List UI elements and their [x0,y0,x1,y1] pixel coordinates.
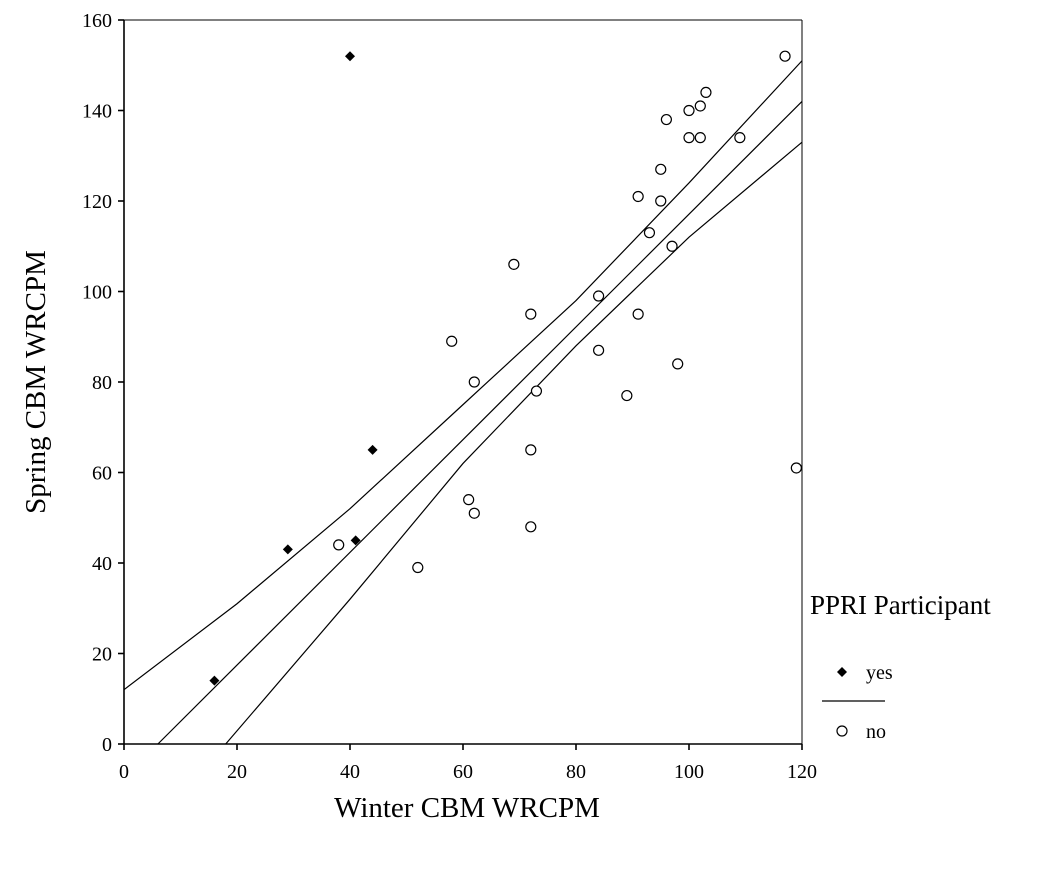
x-tick-label: 120 [787,761,817,783]
point-no [446,335,458,347]
y-axis-ticks: 0 20 40 60 80 100 120 140 160 [82,10,124,756]
point-no [694,132,706,144]
legend-title: PPRI Participant [810,590,991,620]
point-no [683,132,695,144]
point-no [655,195,667,207]
y-tick-label: 60 [92,463,112,485]
point-no [333,539,345,551]
point-no [734,132,746,144]
x-axis-ticks: 0 20 40 60 80 100 120 [119,744,817,783]
point-no [632,308,644,320]
plot-frame [123,19,803,745]
point-yes [282,544,293,555]
regression-line [157,101,803,745]
point-yes [367,444,378,455]
legend-yes-marker [837,667,847,677]
point-no [525,444,537,456]
point-no [412,561,424,574]
point-yes [345,51,355,62]
point-yes [350,535,361,546]
y-tick-label: 0 [102,734,112,756]
point-no [779,50,791,62]
legend: PPRI Participant yes no [810,590,991,743]
point-no [468,507,480,519]
point-no [621,389,633,402]
point-no [592,290,605,302]
point-no [463,494,475,506]
point-no [525,521,537,533]
point-no [468,376,480,388]
point-no [655,163,667,175]
data-points [209,50,802,686]
point-no [508,258,520,270]
point-no [530,385,543,397]
point-no [700,86,712,99]
x-tick-label: 0 [119,761,129,783]
legend-no-marker [836,725,848,737]
y-tick-label: 100 [82,282,112,304]
y-axis-title: Spring CBM WRCPM [20,250,52,514]
legend-no-label: no [866,721,886,743]
y-tick-label: 80 [92,372,112,394]
x-tick-label: 100 [674,761,704,783]
fit-lines [123,60,803,745]
lower-confidence-line [225,141,803,745]
y-tick-label: 120 [82,191,112,213]
y-tick-label: 140 [82,101,112,123]
y-tick-label: 20 [92,644,112,666]
point-no [683,104,695,117]
point-no [694,100,706,112]
x-tick-label: 40 [340,761,360,783]
legend-yes-label: yes [866,662,893,684]
point-no [666,240,678,252]
point-no [672,358,684,370]
point-no [632,190,644,203]
upper-confidence-line [123,60,803,691]
x-tick-label: 80 [566,761,586,783]
point-yes [209,675,220,686]
y-tick-label: 160 [82,10,112,32]
y-tick-label: 40 [92,553,112,575]
point-no [660,113,673,126]
x-tick-label: 60 [453,761,473,783]
point-no [643,227,656,239]
point-no [525,308,537,320]
x-tick-label: 20 [227,761,247,783]
point-no [790,462,802,474]
point-no [592,344,605,356]
x-axis-title: Winter CBM WRCPM [334,792,600,824]
